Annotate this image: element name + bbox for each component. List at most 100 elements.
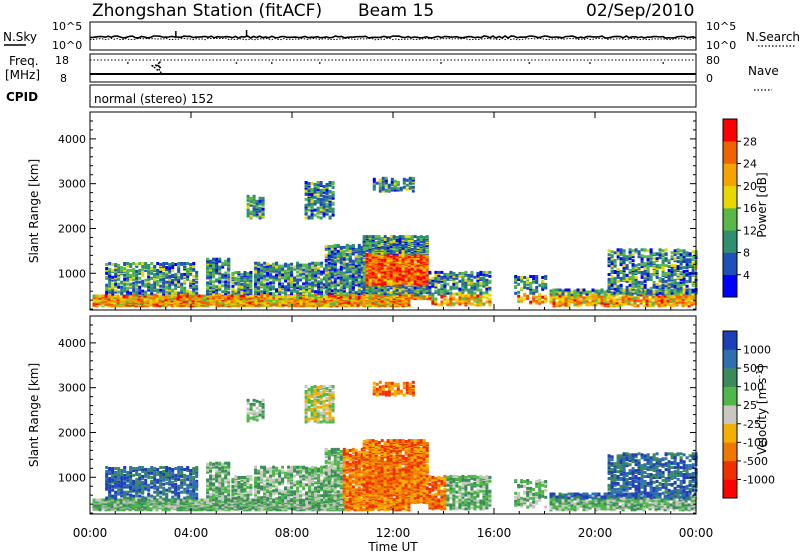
rti-cell — [290, 271, 293, 274]
rti-cell — [257, 262, 260, 265]
rti-cell — [147, 294, 150, 297]
rti-cell — [296, 284, 299, 287]
rti-cell — [665, 248, 668, 251]
rti-cell — [402, 250, 405, 253]
rti-cell — [168, 263, 171, 266]
rti-cell — [218, 258, 221, 261]
rti-cell — [482, 283, 485, 286]
rti-cell — [257, 281, 260, 284]
rti-cell — [195, 271, 198, 274]
rti-cell — [358, 244, 361, 247]
rti-cell — [677, 256, 680, 259]
rti-cell — [171, 289, 174, 292]
rti-cell — [647, 274, 650, 277]
power-cells — [93, 177, 698, 307]
rti-cell — [234, 277, 237, 280]
rti-cell — [517, 291, 520, 294]
rti-cell — [608, 253, 611, 256]
rti-cell — [129, 292, 132, 295]
rti-cell — [227, 291, 230, 294]
rti-cell — [296, 262, 299, 265]
rti-cell — [237, 279, 240, 282]
rti-cell — [334, 277, 337, 280]
rti-cell — [532, 275, 535, 278]
rti-cell — [135, 277, 138, 280]
rti-cell — [325, 245, 328, 248]
rti-cell — [99, 295, 102, 298]
rti-cell — [437, 271, 440, 274]
rti-cell — [411, 235, 414, 238]
rti-cell — [159, 263, 162, 266]
rti-cell — [108, 262, 111, 265]
rti-cell — [411, 248, 414, 251]
rti-cell — [420, 235, 423, 238]
rti-cell — [617, 280, 620, 283]
rti-cell — [281, 265, 284, 268]
rti-cell — [611, 284, 614, 287]
rti-cell — [284, 275, 287, 278]
rti-cell — [523, 293, 526, 296]
rti-cell — [346, 285, 349, 288]
cpid-label: CPID — [6, 90, 38, 104]
rti-cell — [523, 276, 526, 279]
rti-cell — [221, 262, 224, 265]
rti-cell — [399, 254, 402, 257]
rti-cell — [520, 287, 523, 290]
rti-cell — [284, 270, 287, 273]
rti-cell — [384, 256, 387, 259]
noise-right-tick-top: 10^5 — [706, 20, 736, 33]
rti-cell — [662, 249, 665, 252]
rti-cell — [452, 287, 455, 290]
rti-cell — [227, 258, 230, 261]
rti-cell — [402, 235, 405, 238]
rti-cell — [293, 283, 296, 286]
rti-cell — [440, 284, 443, 287]
rti-cell — [135, 291, 138, 294]
rti-cell — [446, 290, 449, 293]
rti-cell — [617, 292, 620, 295]
rti-cell — [192, 279, 195, 282]
rti-cell — [263, 277, 266, 280]
rti-cell — [473, 286, 476, 289]
rti-cell — [431, 277, 434, 280]
rti-cell — [218, 266, 221, 269]
rti-cell — [325, 282, 328, 285]
rti-cell — [635, 289, 638, 292]
rti-cell — [526, 281, 529, 284]
rti-cell — [458, 294, 461, 297]
rti-cell — [282, 300, 285, 303]
rti-cell — [426, 270, 429, 273]
noise-left-tick-top: 10^5 — [52, 20, 82, 33]
rti-cell — [396, 276, 399, 279]
rti-cell — [246, 272, 249, 275]
rti-cell — [635, 276, 638, 279]
rti-cell — [159, 285, 162, 288]
rti-cell — [111, 283, 114, 286]
rti-cell — [108, 295, 111, 298]
rti-cell — [314, 290, 317, 293]
rti-cell — [476, 295, 479, 298]
rti-cell — [331, 267, 334, 270]
rti-cell — [227, 274, 230, 277]
rti-cell — [120, 281, 123, 284]
rti-cell — [384, 238, 387, 241]
rti-cell — [428, 271, 431, 274]
rti-cell — [346, 263, 349, 266]
rti-cell — [108, 268, 111, 271]
rti-cell — [287, 283, 290, 286]
rti-cell — [337, 280, 340, 283]
rti-cell — [263, 262, 266, 265]
station-title: Zhongshan Station (fitACF) — [92, 1, 322, 21]
noise-left-tick-bottom: 10^0 — [52, 39, 82, 52]
rti-cell — [638, 250, 641, 253]
rti-cell — [331, 273, 334, 276]
rti-cell — [257, 268, 260, 271]
rti-cell — [171, 262, 174, 265]
rti-cell — [138, 269, 141, 272]
rti-cell — [234, 271, 237, 274]
rti-cell — [544, 283, 547, 286]
rti-cell — [426, 266, 429, 269]
rti-cell — [520, 300, 523, 303]
rti-cell — [120, 289, 123, 292]
